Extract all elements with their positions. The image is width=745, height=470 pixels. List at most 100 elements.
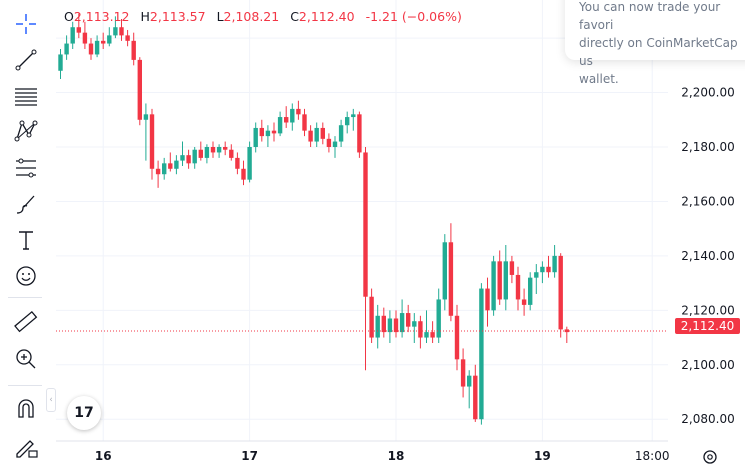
price-axis[interactable]: 2,080.00 2,100.00 2,120.00 2,140.00 2,160.00… (681, 31, 734, 426)
candle-body (259, 127, 264, 137)
candle-body (216, 147, 222, 153)
candle-body (162, 163, 167, 175)
candle-body (82, 32, 88, 44)
candle-body (442, 242, 447, 300)
toolbar-divider (8, 297, 42, 298)
candle-body (412, 321, 417, 327)
candle-body (168, 163, 173, 169)
x-tick-label: 18:00 (635, 449, 670, 463)
candle-body (406, 313, 411, 327)
toast-line: wallet. (579, 72, 619, 86)
settings-icon[interactable] (701, 448, 719, 466)
candle-body (375, 315, 380, 338)
emoji-icon[interactable] (10, 260, 42, 292)
open-value: 2,113.12 (73, 9, 130, 24)
candle-body (137, 59, 142, 120)
candle-body (320, 127, 325, 139)
candle-body (223, 147, 228, 150)
candle-body (247, 147, 252, 180)
time-axis[interactable]: 16 17 18 19 18:00 (95, 449, 670, 463)
candle-body (332, 141, 338, 147)
candle-body (70, 27, 75, 44)
candle-body (540, 266, 545, 273)
candle-body (210, 147, 216, 153)
candle-body (107, 35, 112, 44)
candle-body (58, 54, 63, 71)
pattern-icon[interactable] (10, 115, 42, 147)
candle-body (94, 40, 100, 55)
notification-toast[interactable]: You can now trade your favori directly o… (565, 0, 745, 86)
candle-body (473, 375, 478, 420)
low-label: L (216, 9, 224, 24)
candle-body (204, 147, 210, 158)
y-tick-label: 2,160.00 (681, 194, 734, 208)
candle-body (509, 261, 515, 275)
candle-body (88, 43, 94, 55)
horizontal-lines-icon[interactable] (10, 80, 42, 112)
y-tick-label: 2,100.00 (681, 358, 734, 372)
candle-body (131, 40, 136, 60)
candle-body (155, 168, 161, 175)
y-tick-label: 2,120.00 (681, 303, 734, 317)
candle-body (186, 155, 191, 164)
fib-icon[interactable] (10, 152, 42, 184)
candle-body (326, 138, 332, 147)
candle-body (479, 288, 484, 420)
candle-body (430, 332, 435, 338)
high-label: H (140, 9, 150, 24)
candle-body (369, 296, 374, 338)
candle-body (125, 35, 130, 41)
trend-line-icon[interactable] (10, 44, 42, 76)
candle-body (314, 127, 319, 142)
candle-body (363, 152, 368, 297)
brush-icon[interactable] (10, 188, 42, 220)
crosshair-icon[interactable] (10, 8, 42, 40)
zoom-in-icon[interactable] (10, 343, 42, 375)
candle-body (534, 272, 539, 278)
candle-body (491, 261, 496, 311)
close-value: 2,112.40 (298, 9, 355, 24)
candle-body (113, 27, 118, 36)
candle-body (357, 114, 362, 153)
ruler-icon[interactable] (10, 306, 42, 338)
candle-body (265, 130, 271, 137)
candle-body (290, 108, 295, 123)
high-value: 2,113.57 (149, 9, 206, 24)
candle-body (454, 315, 460, 360)
candle-body (192, 149, 197, 164)
candle-body (528, 277, 533, 305)
candle-body (253, 127, 258, 147)
close-label: C (290, 9, 299, 24)
toolbar-divider (8, 385, 42, 386)
tradingview-logo[interactable]: 17 (67, 396, 101, 430)
y-tick-label: 2,140.00 (681, 249, 734, 263)
candle-body (119, 27, 124, 36)
candle-body (180, 155, 185, 161)
magnet-icon[interactable] (10, 393, 42, 425)
text-icon[interactable] (10, 224, 42, 256)
candle-body (558, 255, 563, 330)
candle-body (149, 114, 155, 169)
y-tick-label: 2,200.00 (681, 86, 734, 100)
candle-body (143, 114, 149, 120)
open-label: O (64, 9, 74, 24)
last-price-label: 2,112.40 (675, 318, 740, 334)
candle-body (271, 130, 277, 134)
candle-body (460, 359, 466, 387)
candle-body (308, 130, 313, 142)
candle-body (418, 321, 423, 338)
collapse-toolbar-button[interactable]: ‹ (46, 388, 56, 412)
candle-body (284, 117, 289, 123)
candle-body (436, 299, 441, 338)
y-tick-label: 2,080.00 (681, 412, 734, 426)
toast-line: directly on CoinMarketCap us (579, 36, 738, 68)
candle-body (101, 40, 106, 44)
x-tick-label: 19 (534, 449, 551, 463)
candle-body (521, 299, 527, 305)
lock-drawing-icon[interactable] (10, 430, 42, 462)
change-value: -1.21 (−0.06%) (365, 9, 462, 24)
chart-grid (56, 0, 668, 441)
candle-body (241, 168, 246, 180)
ohlc-legend: O2,113.12 H2,113.57 L2,108.21 C2,112.40 … (64, 9, 469, 24)
